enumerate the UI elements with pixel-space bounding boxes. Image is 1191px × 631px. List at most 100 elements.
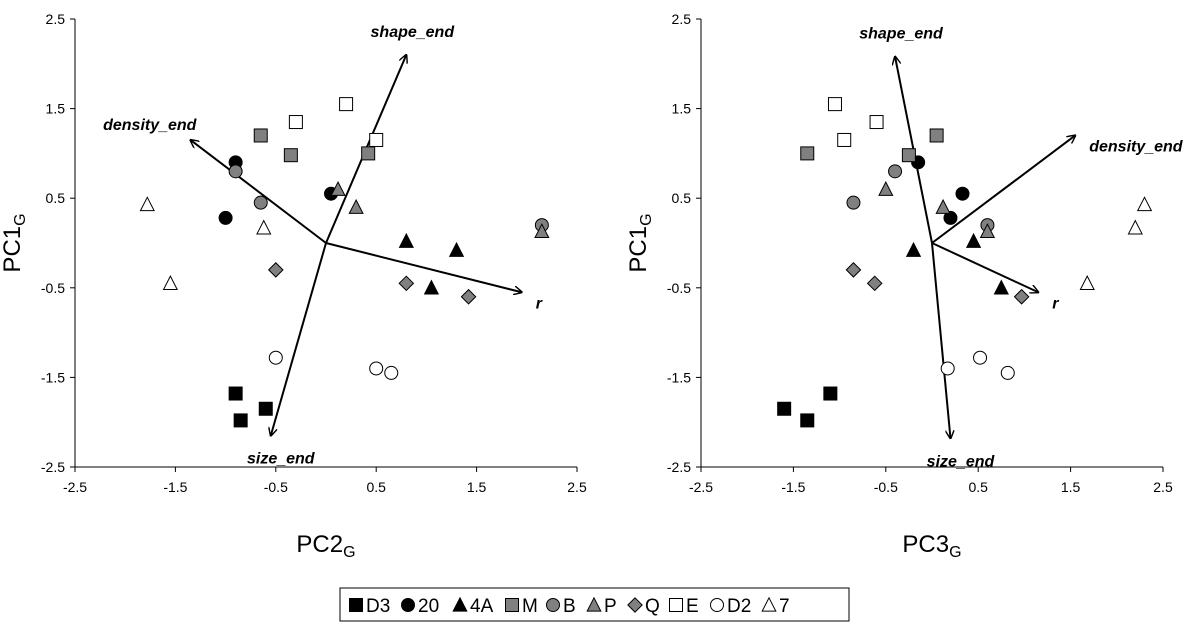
loading-vector-r [325,242,522,292]
point-D2 [973,350,988,365]
point-B [228,164,243,179]
legend-marker-D3 [349,598,363,612]
point-4A [398,232,414,248]
legend-marker-P [586,596,602,612]
y-tick-label: 2.5 [46,11,66,27]
point-20 [218,210,233,225]
y-tick-label: -2.5 [41,459,65,475]
loading-vector-density-end [931,135,1075,244]
vector-label-density-end: density_end [1089,138,1184,155]
point-P [935,198,951,214]
loading-vector-r [931,242,1038,292]
loading-vector-size-end [271,242,327,436]
x-tick-label: -2.5 [689,479,713,495]
point-M [901,148,916,163]
legend-label-20: 20 [418,596,439,617]
y-tick-label: -0.5 [667,280,691,296]
vector-label-density-end: density_end [103,117,198,134]
point-D2 [384,365,399,380]
legend-marker-E [669,598,683,612]
point-D3 [228,386,243,401]
x-tick-label: 0.5 [366,479,386,495]
y-tick-label: 0.5 [672,190,692,206]
point-D3 [800,413,815,428]
y-tick-label: -1.5 [667,369,691,385]
legend-label-4A: 4A [470,596,494,617]
legend-marker-4A [452,596,468,612]
point-4A [448,241,465,257]
point-D3 [823,386,838,401]
y-tick-label: 2.5 [672,11,692,27]
legend-marker-B [546,598,560,612]
x-tick-label: -0.5 [264,479,288,495]
x-tick-label: 1.5 [1061,479,1081,495]
point-7 [1079,275,1095,290]
point-B [846,195,861,210]
legend-marker-D2 [710,598,724,612]
legend-label-7: 7 [779,596,790,617]
legend-label-B: B [563,596,576,617]
legend: D3 20 4A M B P Q E D2 7 [339,587,850,622]
y-tick-label: -0.5 [41,280,65,296]
point-E [837,132,852,147]
point-7 [256,219,272,235]
x-tick-label: -0.5 [874,479,898,495]
x-axis-title: PC3G [902,531,961,561]
point-P [534,223,550,239]
point-Q [1013,288,1030,305]
point-M [800,146,815,161]
point-4A [993,279,1009,295]
point-P [979,223,996,239]
legend-label-D3: D3 [366,596,390,617]
point-D2 [369,361,384,376]
point-4A [965,232,982,248]
point-D2 [940,361,955,376]
point-E [339,97,354,112]
point-20 [943,210,958,225]
point-D3 [233,413,248,428]
vector-label-shape-end: shape_end [859,26,944,43]
vector-label-r: r [1052,295,1059,312]
point-P [348,198,364,214]
legend-label-P: P [604,596,617,617]
x-tick-label: 2.5 [1153,479,1173,495]
point-4A [423,279,440,295]
vector-label-size-end: size_end [247,451,316,468]
point-D3 [258,401,273,416]
point-M [283,148,298,163]
y-tick-label: 0.5 [46,190,66,206]
y-axis-title: PC1G [625,213,655,272]
point-Q [267,262,284,278]
point-Q [460,288,477,305]
point-M [361,146,376,161]
x-tick-label: 2.5 [567,479,587,495]
legend-label-E: E [686,596,699,617]
legend-marker-20 [401,598,415,612]
point-B [253,195,268,210]
point-D2 [268,350,283,365]
x-tick-label: -2.5 [63,479,87,495]
point-Q [845,262,862,278]
loading-vector-density-end [190,140,327,244]
point-E [827,97,842,112]
loading-vector-size-end [931,242,950,438]
biplot-pc3-pc1: 2.5 1.5 0.5 -0.5 -1.5 -2.5 -2.5 -1.5 -0.5 0.5 1.5 2… [625,11,1184,561]
legend-label-M: M [522,596,538,617]
point-4A [905,241,922,257]
x-axis-title: PC2G [296,531,355,561]
biplot-pc2-pc1: 2.5 1.5 0.5 -0.5 -1.5 -2.5 -2.5 -1.5 -0.5 0.5 1.5 2… [0,11,587,561]
y-tick-label: -1.5 [41,369,65,385]
legend-marker-7 [761,596,777,612]
point-Q [398,275,415,292]
vector-label-r: r [536,295,543,312]
point-7 [139,196,155,212]
x-tick-label: 1.5 [467,479,487,495]
point-B [888,164,903,179]
point-20 [955,186,970,201]
point-7 [162,275,179,290]
point-D3 [777,401,792,416]
x-tick-label: -1.5 [163,479,187,495]
vector-label-size-end: size_end [927,453,996,470]
legend-label-Q: Q [645,596,660,617]
